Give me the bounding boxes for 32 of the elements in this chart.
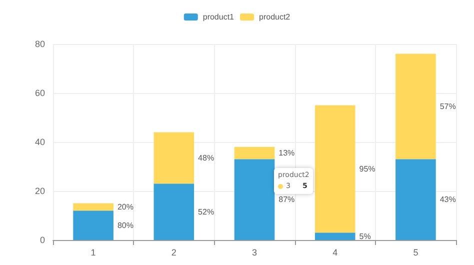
x-tick-label: 1 <box>90 248 96 258</box>
x-tick-label: 2 <box>171 248 176 258</box>
annotation: 5% <box>359 232 371 241</box>
annotation: 20% <box>117 202 134 212</box>
bar <box>234 159 275 240</box>
bar <box>234 146 275 160</box>
x-tick-label: 4 <box>332 248 338 258</box>
bar <box>154 184 194 240</box>
y-tick-label: 40 <box>34 137 45 147</box>
y-tick-label: 20 <box>34 186 45 196</box>
bar <box>314 232 356 240</box>
bar <box>314 105 356 233</box>
bar <box>396 159 436 240</box>
annotation: 13% <box>278 148 295 158</box>
annotation: 80% <box>117 220 134 230</box>
annotation: 87% <box>278 195 295 204</box>
y-tick-label: 80 <box>34 39 45 49</box>
annotation: 48% <box>198 153 214 162</box>
y-tick-label: 0 <box>40 235 45 245</box>
x-tick-label: 3 <box>252 248 258 258</box>
bar <box>73 203 114 211</box>
bar <box>396 54 436 160</box>
annotation: 57% <box>440 102 456 111</box>
annotation: 95% <box>359 164 376 174</box>
bar <box>154 132 194 184</box>
annotation: 52% <box>198 207 214 216</box>
bar <box>73 210 114 240</box>
y-tick-label: 60 <box>34 88 45 98</box>
legend-label: product2 <box>259 12 291 22</box>
legend-label: product1 <box>202 12 235 22</box>
annotation: 43% <box>440 195 456 204</box>
x-tick-label: 5 <box>413 248 418 258</box>
